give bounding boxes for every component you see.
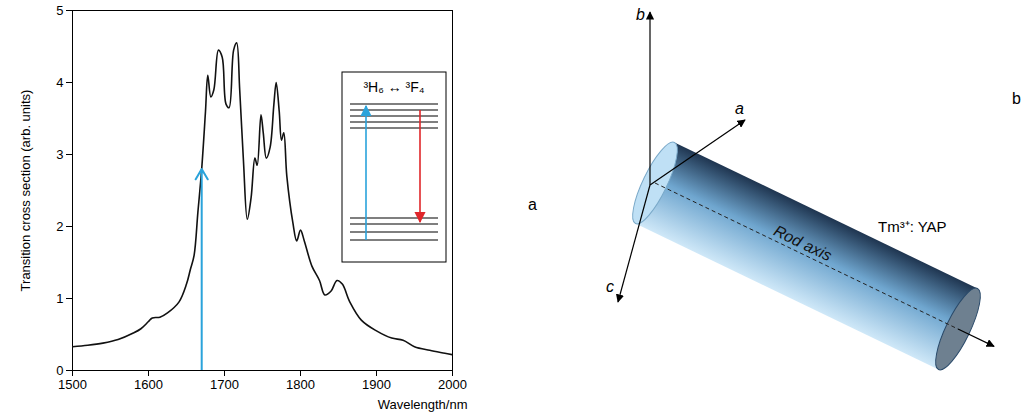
svg-text:a: a xyxy=(735,100,744,117)
svg-text:2: 2 xyxy=(56,219,63,234)
svg-text:1600: 1600 xyxy=(134,377,163,392)
svg-text:Tm³⁺: YAP: Tm³⁺: YAP xyxy=(878,218,947,235)
svg-text:1900: 1900 xyxy=(362,377,391,392)
svg-text:b: b xyxy=(1012,90,1021,107)
svg-text:a: a xyxy=(528,196,537,213)
svg-text:b: b xyxy=(636,6,645,23)
svg-text:Wavelength/nm: Wavelength/nm xyxy=(378,397,468,412)
svg-text:5: 5 xyxy=(56,3,63,18)
svg-text:3: 3 xyxy=(56,147,63,162)
svg-text:2000: 2000 xyxy=(438,377,467,392)
svg-text:1500: 1500 xyxy=(58,377,87,392)
svg-text:0: 0 xyxy=(56,363,63,378)
svg-text:³H₆ ↔ ³F₄: ³H₆ ↔ ³F₄ xyxy=(363,79,424,95)
svg-text:4: 4 xyxy=(56,75,63,90)
svg-text:c: c xyxy=(606,278,614,295)
svg-text:Transition cross section (arb.: Transition cross section (arb. units) xyxy=(18,90,33,292)
svg-text:Rod axis: Rod axis xyxy=(771,222,834,264)
svg-text:1: 1 xyxy=(56,291,63,306)
svg-text:1700: 1700 xyxy=(210,377,239,392)
svg-text:1800: 1800 xyxy=(286,377,315,392)
